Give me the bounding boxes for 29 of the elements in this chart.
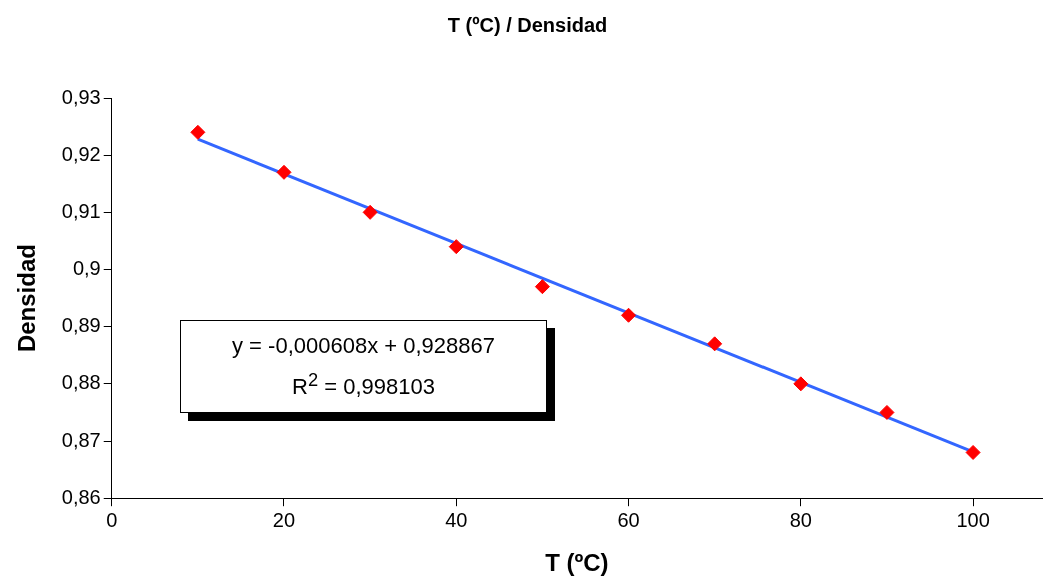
x-tick-label: 80 bbox=[789, 508, 812, 531]
x-tick-label: 20 bbox=[272, 508, 296, 531]
y-tick-label: 0,86 bbox=[61, 485, 101, 508]
y-axis-title: Densidad bbox=[13, 244, 41, 353]
x-tick-label: 0 bbox=[106, 508, 118, 531]
point bbox=[190, 124, 206, 140]
y-tick-label: 0,91 bbox=[61, 199, 101, 222]
y-tick-label: 0,87 bbox=[61, 428, 101, 451]
point bbox=[448, 239, 464, 255]
point bbox=[793, 376, 809, 392]
point bbox=[534, 279, 550, 295]
x-axis-title: T (ºC) bbox=[545, 549, 609, 577]
annotation: y = -0,000608x + 0,928867 bbox=[231, 332, 496, 360]
point bbox=[707, 336, 723, 352]
point bbox=[965, 444, 981, 460]
x-tick-label: 60 bbox=[617, 508, 640, 531]
y-tick-label: 0,92 bbox=[61, 142, 101, 165]
annotation: R$^{2}$ = 0,998103 bbox=[291, 368, 436, 402]
y-tick-label: 0,9 bbox=[72, 257, 101, 280]
point bbox=[276, 164, 292, 180]
y-tick-label: 0,89 bbox=[61, 314, 101, 337]
x-tick-label: 40 bbox=[445, 508, 468, 531]
y-tick-label: 0,93 bbox=[61, 85, 101, 108]
point bbox=[362, 204, 378, 220]
chart-title: T (ºC) / Densidad bbox=[447, 13, 608, 36]
x-tick-label: 100 bbox=[956, 508, 990, 531]
y-tick-label: 0,88 bbox=[61, 371, 101, 394]
point bbox=[621, 307, 637, 323]
point bbox=[879, 404, 895, 420]
